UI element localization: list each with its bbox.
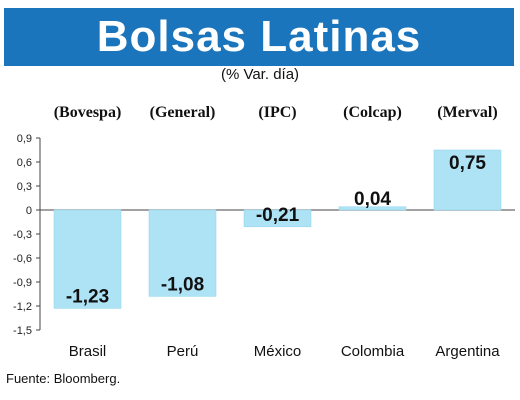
y-tick-label: -0,3 (13, 229, 32, 241)
source-note: Fuente: Bloomberg. (6, 371, 121, 386)
bar (433, 149, 502, 211)
chart-title: Bolsas Latinas (96, 12, 422, 61)
index-label: (Merval) (437, 104, 497, 121)
bar (338, 206, 407, 211)
index-label: (General) (150, 104, 216, 121)
category-label: Brasil (69, 343, 107, 360)
index-label: (IPC) (258, 104, 296, 121)
category-label: Colombia (341, 343, 405, 360)
index-label: (Bovespa) (54, 104, 122, 121)
y-tick-label: -0,9 (13, 277, 32, 289)
y-tick-label: -1,5 (13, 325, 32, 337)
y-tick-label: -1,2 (13, 301, 32, 313)
y-tick-label: 0,6 (17, 157, 32, 169)
y-tick-label: 0,9 (17, 133, 32, 145)
category-label: México (254, 343, 302, 360)
y-tick-label: 0 (26, 205, 32, 217)
category-label: Argentina (435, 343, 500, 360)
chart-subtitle: (% Var. día) (220, 66, 300, 83)
value-label: 0,04 (354, 189, 391, 210)
y-tick-label: 0,3 (17, 181, 32, 193)
title-bar: Bolsas Latinas (4, 8, 514, 66)
y-tick-label: -0,6 (13, 253, 32, 265)
value-label: -1,23 (66, 286, 109, 307)
bar (53, 209, 122, 309)
value-label: -0,21 (256, 205, 300, 226)
category-label: Perú (167, 343, 199, 360)
value-label: 0,75 (449, 153, 486, 174)
index-label: (Colcap) (343, 104, 402, 121)
value-label: -1,08 (161, 274, 204, 295)
bar (148, 209, 217, 297)
bar (243, 209, 312, 228)
